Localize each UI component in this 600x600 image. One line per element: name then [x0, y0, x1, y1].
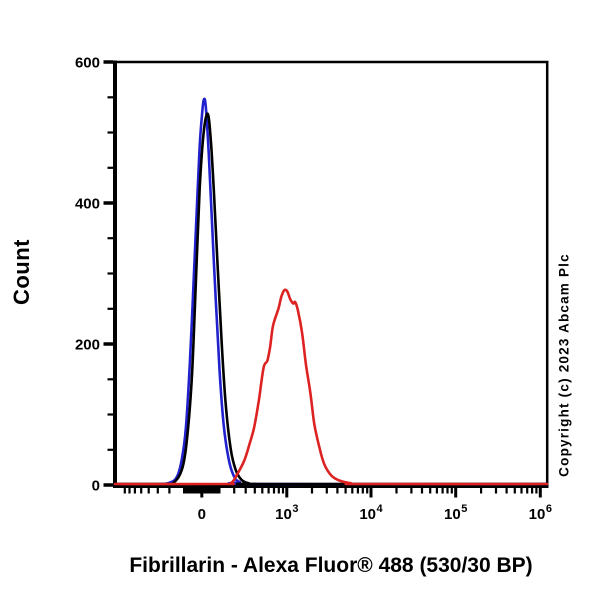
- x-axis-title: Fibrillarin - Alexa Fluor® 488 (530/30 B…: [129, 554, 533, 577]
- red-curve: [113, 288, 549, 486]
- x-axis-ticks: [123, 487, 542, 498]
- curves: [113, 97, 549, 486]
- y-axis-ticks: [103, 60, 113, 487]
- x-tick-label: 103: [275, 503, 298, 523]
- x-tick-label: 104: [359, 503, 383, 523]
- blue-curve: [113, 97, 549, 486]
- y-axis-title: Count: [9, 238, 34, 306]
- y-tick-label: 400: [75, 196, 100, 213]
- x-tick-label: 0: [198, 506, 206, 523]
- plot-frame: [113, 60, 549, 488]
- y-tick-label: 0: [92, 478, 100, 495]
- copyright-text: Copyright (c) 2023 Abcam Plc: [556, 253, 572, 477]
- x-tick-label: 106: [529, 503, 552, 523]
- y-tick-label: 600: [75, 55, 100, 72]
- black-curve: [113, 112, 549, 486]
- x-tick-label: 105: [444, 503, 467, 523]
- axis-tick-labels: 0 200 400 600 0 103 104 105 106: [75, 55, 552, 524]
- y-tick-label: 200: [75, 337, 100, 354]
